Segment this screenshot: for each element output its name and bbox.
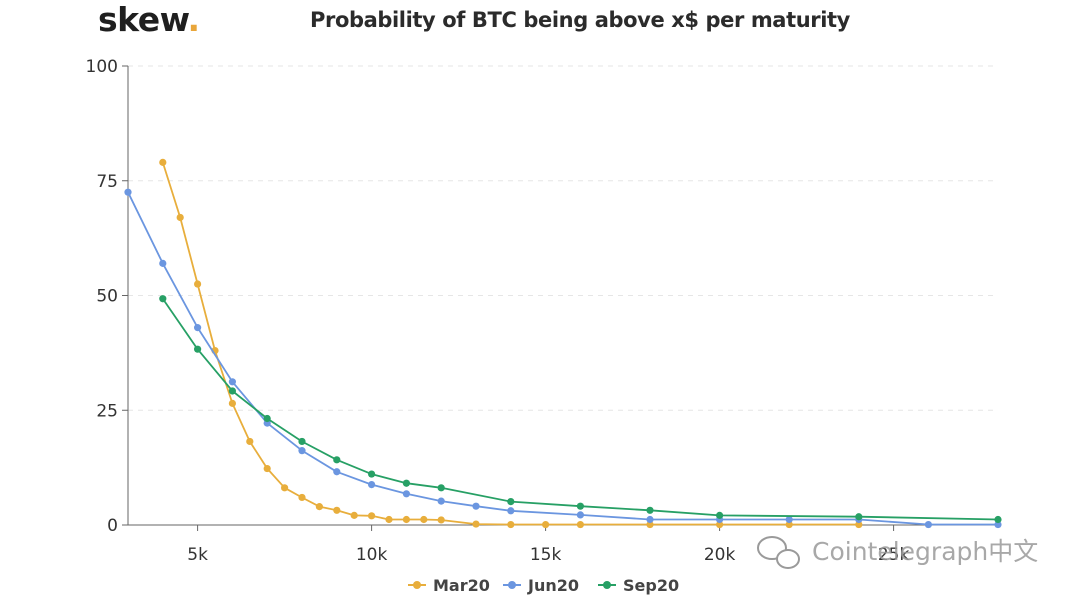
data-point-jun20	[576, 511, 585, 519]
data-point-sep20	[716, 511, 724, 519]
data-point-mar20	[716, 520, 724, 529]
logo-dot: .	[187, 0, 200, 39]
data-point-sep20	[507, 497, 515, 506]
data-point-jun20	[437, 497, 445, 505]
data-point-mar20	[646, 520, 654, 529]
data-point-mar20	[350, 511, 358, 519]
data-point-sep20	[402, 479, 410, 487]
chart-title: Probability of BTC being above x$ per ma…	[310, 8, 850, 32]
x-tick-label: 10k	[356, 545, 388, 565]
data-point-jun20	[507, 507, 515, 515]
data-point-mar20	[281, 484, 289, 492]
series-lines	[124, 158, 1002, 529]
data-point-jun20	[159, 259, 167, 267]
data-point-jun20	[472, 502, 480, 510]
data-point-sep20	[228, 387, 236, 395]
data-point-sep20	[368, 470, 376, 478]
data-point-jun20	[368, 481, 376, 489]
data-point-jun20	[924, 520, 933, 529]
x-tick-label: 20k	[704, 545, 736, 565]
data-point-jun20	[402, 490, 410, 498]
data-point-mar20	[246, 437, 254, 446]
data-point-mar20	[298, 493, 306, 502]
series-line-jun20	[127, 191, 998, 526]
data-point-mar20	[159, 158, 167, 166]
legend-marker-sep20	[603, 581, 611, 589]
data-point-mar20	[472, 520, 480, 528]
data-point-mar20	[420, 515, 428, 524]
data-point-jun20	[785, 515, 793, 524]
y-tick-label: 0	[107, 516, 118, 536]
y-tick-label: 50	[96, 287, 118, 307]
data-point-mar20	[368, 512, 376, 520]
grid-lines	[128, 65, 998, 411]
data-point-mar20	[385, 515, 393, 524]
data-point-mar20	[228, 399, 236, 407]
data-point-mar20	[315, 503, 323, 511]
data-point-jun20	[124, 188, 132, 196]
data-point-mar20	[194, 280, 202, 288]
legend-marker-mar20	[413, 581, 421, 589]
data-point-sep20	[437, 484, 445, 492]
legend-label-mar20: Mar20	[433, 576, 490, 595]
data-point-mar20	[507, 520, 515, 529]
data-point-mar20	[333, 506, 341, 514]
data-point-jun20	[333, 468, 341, 476]
series-mar20	[159, 158, 863, 529]
data-point-sep20	[298, 437, 306, 446]
data-point-sep20	[263, 414, 271, 423]
legend-label-jun20: Jun20	[527, 576, 579, 595]
series-line-sep20	[162, 298, 999, 521]
data-point-mar20	[576, 520, 585, 529]
skew-logo: skew.	[98, 0, 200, 39]
wechat-icon	[757, 536, 800, 569]
y-tick-label: 25	[96, 401, 118, 421]
wechat-bubble-large	[757, 536, 787, 560]
axes: 0 25 50 75 100 5k 10k 15k 20k 25k	[86, 57, 998, 565]
data-point-mar20	[402, 515, 410, 524]
logo-text: skew	[98, 0, 188, 39]
data-point-sep20	[333, 456, 341, 464]
series-jun20	[124, 188, 1002, 529]
data-point-sep20	[194, 345, 202, 353]
watermark: Cointelegraph中文	[757, 536, 1038, 569]
data-point-jun20	[194, 324, 202, 332]
data-point-mar20	[542, 520, 550, 529]
data-point-mar20	[176, 213, 184, 222]
x-tick-label: 15k	[530, 545, 562, 565]
y-tick-label: 75	[96, 172, 118, 192]
data-point-sep20	[646, 506, 654, 514]
x-tick-label: 25k	[878, 545, 910, 565]
data-point-jun20	[646, 515, 654, 524]
data-point-mar20	[855, 520, 863, 529]
x-tick-label: 5k	[187, 545, 208, 565]
data-point-sep20	[855, 513, 863, 521]
data-point-sep20	[576, 502, 585, 510]
data-point-mar20	[263, 464, 271, 473]
wechat-bubble-small	[776, 549, 800, 569]
legend-marker-jun20	[508, 581, 516, 589]
watermark-text: Cointelegraph中文	[812, 537, 1038, 566]
legend: Mar20 Jun20 Sep20	[408, 576, 679, 595]
data-point-jun20	[298, 447, 306, 455]
legend-label-sep20: Sep20	[623, 576, 679, 595]
data-point-mar20	[437, 516, 445, 524]
data-point-jun20	[228, 378, 236, 386]
series-sep20	[159, 295, 1002, 524]
data-point-sep20	[159, 295, 167, 303]
data-point-jun20	[994, 520, 1002, 529]
y-tick-label: 100	[86, 57, 118, 77]
data-point-sep20	[994, 515, 1002, 524]
data-point-mar20	[785, 520, 793, 529]
